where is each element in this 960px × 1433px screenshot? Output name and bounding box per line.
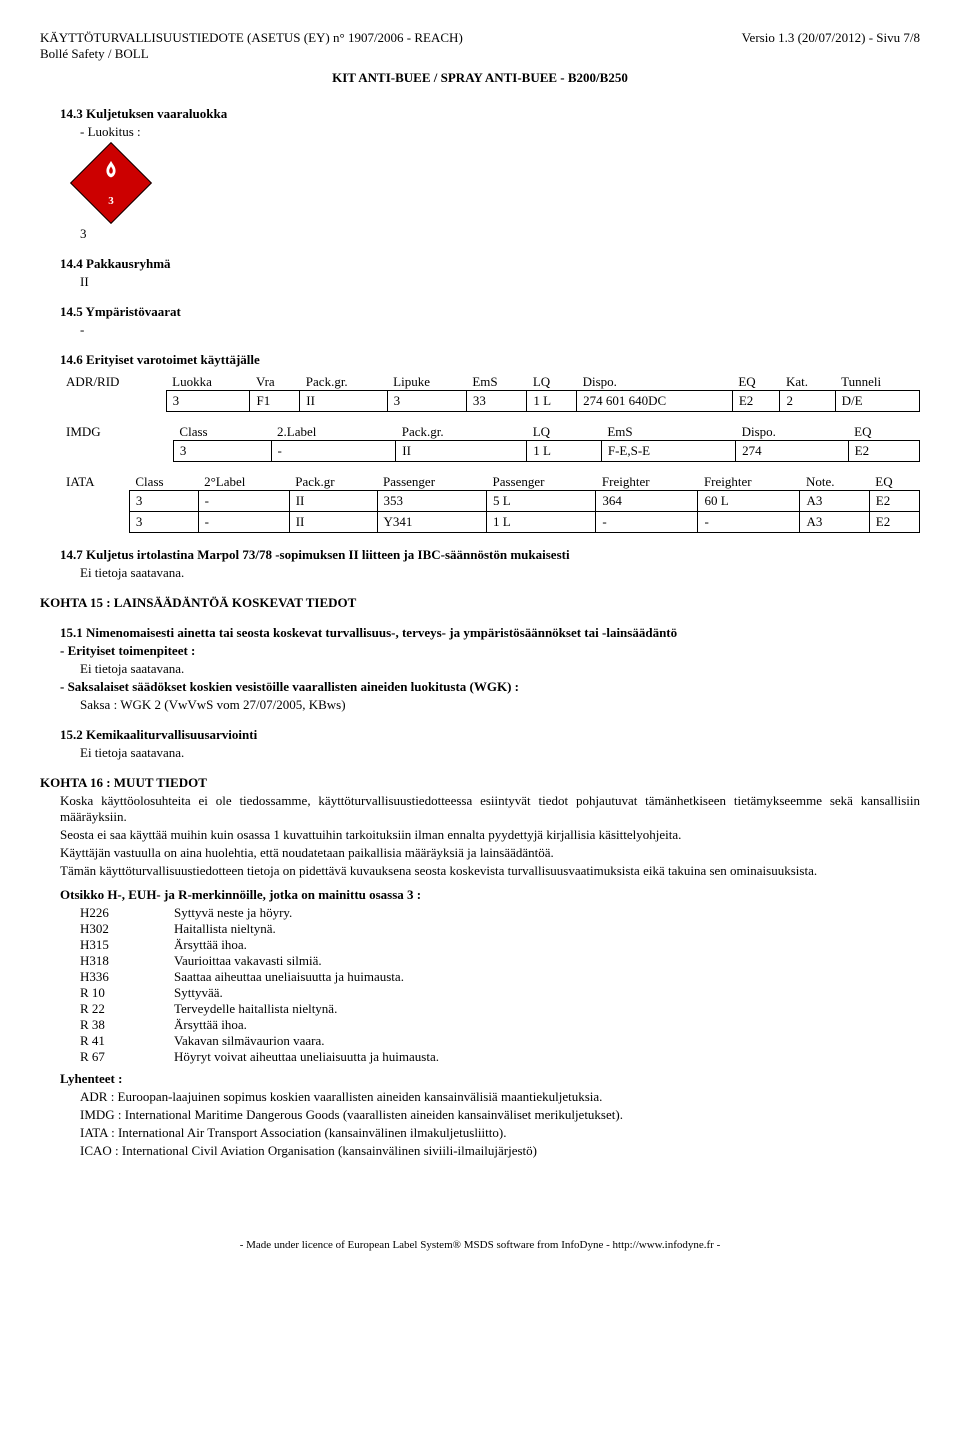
otsikko-hr: Otsikko H-, EUH- ja R-merkinnöille, jotk… [60,887,920,903]
header-left1: KÄYTTÖTURVALLISUUSTIEDOTE (ASETUS (EY) n… [40,30,463,46]
table-header-row: ADR/RID Luokka Vra Pack.gr. Lipuke EmS L… [60,372,920,391]
section-14-4: 14.4 Pakkausryhmä [60,256,920,272]
section-14-6: 14.6 Erityiset varotoimet käyttäjälle [60,352,920,368]
no-data-14-7: Ei tietoja saatavana. [80,565,920,581]
k16-p3: Käyttäjän vastuulla on aina huolehtia, e… [60,845,920,861]
k16-p2: Seosta ei saa käyttää muihin kuin osassa… [60,827,920,843]
hr-text: Syttyvä neste ja höyry. [174,905,292,921]
lyhenteet-title: Lyhenteet : [60,1071,920,1087]
hr-phrase-list: H226 Syttyvä neste ja höyry. H302 Haitallis… [40,905,920,1065]
hr-code: R 38 [80,1017,150,1033]
hr-text: Terveydelle haitallista nieltynä. [174,1001,337,1017]
adr-table: ADR/RID Luokka Vra Pack.gr. Lipuke EmS L… [60,372,920,412]
hr-text: Vakavan silmävaurion vaara. [174,1033,325,1049]
section-14-3: 14.3 Kuljetuksen vaaraluokka [60,106,920,122]
hr-text: Höyryt voivat aiheuttaa uneliaisuutta ja… [174,1049,439,1065]
hr-code: R 41 [80,1033,150,1049]
hr-code: H318 [80,953,150,969]
iata-table: IATA Class 2°Label Pack.gr Passenger Pas… [60,472,920,533]
hr-phrase-row: R 22 Terveydelle haitallista nieltynä. [80,1001,920,1017]
no-data-15-1: Ei tietoja saatavana. [80,661,920,677]
hr-code: H226 [80,905,150,921]
table-header-row: IMDG Class 2.Label Pack.gr. LQ EmS Dispo… [60,422,920,441]
kohta-15-title: KOHTA 15 : LAINSÄÄDÄNTÖÄ KOSKEVAT TIEDOT [40,595,920,611]
saksa-value: Saksa : WGK 2 (VwVwS vom 27/07/2005, KBw… [80,697,920,713]
doc-header: KÄYTTÖTURVALLISUUSTIEDOTE (ASETUS (EY) n… [40,30,920,46]
table-header-row: IATA Class 2°Label Pack.gr Passenger Pas… [60,472,920,491]
header-right1: Versio 1.3 (20/07/2012) - Sivu 7/8 [742,30,920,46]
placard-number: 3 [108,195,114,207]
abbreviation-line: ICAO : International Civil Aviation Orga… [80,1143,920,1159]
header-left2: Bollé Safety / BOLL [40,46,920,62]
section-14-5: 14.5 Ympäristövaarat [60,304,920,320]
flame-icon [100,159,122,181]
hr-phrase-row: R 41 Vakavan silmävaurion vaara. [80,1033,920,1049]
section-15-1: 15.1 Nimenomaisesti ainetta tai seosta k… [60,625,920,641]
abbreviation-line: ADR : Euroopan-laajuinen sopimus koskien… [80,1089,920,1105]
table-row: 3 - II 353 5 L 364 60 L A3 E2 [60,491,920,512]
hr-phrase-row: R 67 Höyryt voivat aiheuttaa uneliaisuutt… [80,1049,920,1065]
hr-phrase-row: H315 Ärsyttää ihoa. [80,937,920,953]
erityiset-toimenpiteet: - Erityiset toimenpiteet : [60,643,920,659]
hr-code: R 22 [80,1001,150,1017]
luokitus-label: - Luokitus : [80,124,920,140]
hr-text: Haitallista nieltynä. [174,921,276,937]
imdg-table: IMDG Class 2.Label Pack.gr. LQ EmS Dispo… [60,422,920,462]
hr-code: H302 [80,921,150,937]
hr-phrase-row: H336 Saattaa aiheuttaa uneliaisuutta ja h… [80,969,920,985]
footer-text: - Made under licence of European Label S… [40,1239,920,1251]
hr-phrase-row: H318 Vaurioittaa vakavasti silmiä. [80,953,920,969]
hr-code: R 67 [80,1049,150,1065]
hr-code: R 10 [80,985,150,1001]
k16-p4: Tämän käyttöturvallisuustiedotteen tieto… [60,863,920,879]
hazard-placard-3: 3 [70,142,152,224]
placard-inner: 3 [83,155,139,211]
hr-text: Syttyvää. [174,985,223,1001]
hr-code: H336 [80,969,150,985]
table-row: 3 - II Y341 1 L - - A3 E2 [60,512,920,533]
hr-text: Saattaa aiheuttaa uneliaisuutta ja huima… [174,969,404,985]
hr-code: H315 [80,937,150,953]
hr-text: Ärsyttää ihoa. [174,1017,247,1033]
no-data-15-2: Ei tietoja saatavana. [80,745,920,761]
hr-text: Vaurioittaa vakavasti silmiä. [174,953,322,969]
hr-phrase-row: H302 Haitallista nieltynä. [80,921,920,937]
hr-phrase-row: R 38 Ärsyttää ihoa. [80,1017,920,1033]
section-14-7: 14.7 Kuljetus irtolastina Marpol 73/78 -… [60,547,920,563]
hr-text: Ärsyttää ihoa. [174,937,247,953]
abbreviation-line: IMDG : International Maritime Dangerous … [80,1107,920,1123]
k16-p1: Koska käyttöolosuhteita ei ole tiedossam… [60,793,920,825]
section-15-2: 15.2 Kemikaaliturvallisuusarviointi [60,727,920,743]
hr-phrase-row: H226 Syttyvä neste ja höyry. [80,905,920,921]
packing-group: II [80,274,920,290]
class-3: 3 [80,226,920,242]
table-row: 3 F1 II 3 33 1 L 274 601 640DC E2 2 D/E [60,391,920,412]
hr-phrase-row: R 10 Syttyvää. [80,985,920,1001]
header-center: KIT ANTI-BUEE / SPRAY ANTI-BUEE - B200/B… [40,70,920,86]
saksa-heading: - Saksalaiset säädökset koskien vesistöi… [60,679,920,695]
env-hazard-dash: - [80,322,920,338]
kohta-16-title: KOHTA 16 : MUUT TIEDOT [40,775,920,791]
table-row: 3 - II 1 L F-E,S-E 274 E2 [60,441,920,462]
abbreviations-list: ADR : Euroopan-laajuinen sopimus koskien… [40,1089,920,1159]
abbreviation-line: IATA : International Air Transport Assoc… [80,1125,920,1141]
